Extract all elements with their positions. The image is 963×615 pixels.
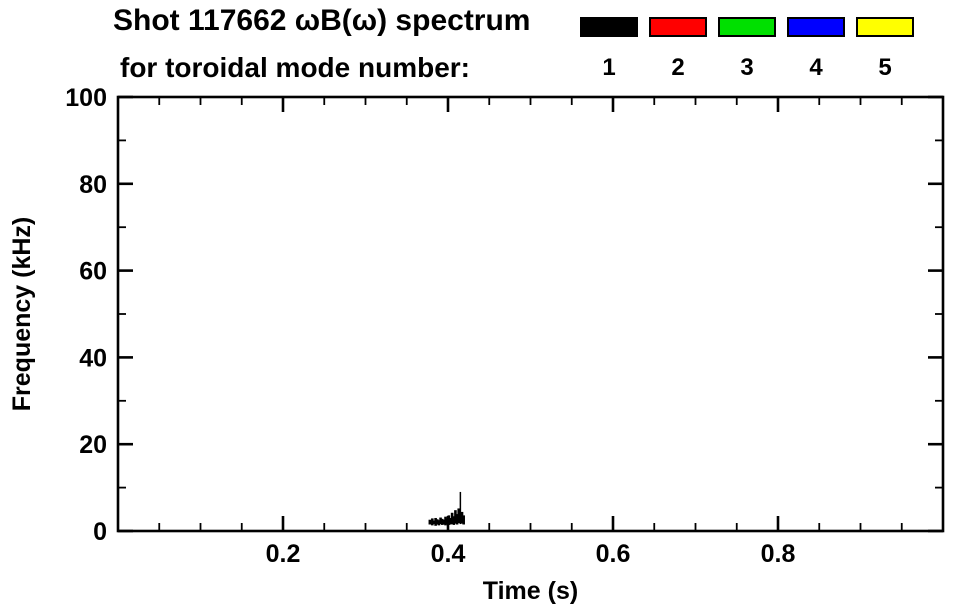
y-tick-label: 40 xyxy=(79,344,107,372)
y-tick-label: 100 xyxy=(65,84,107,112)
axis-frame xyxy=(116,95,945,533)
x-tick-label: 0.2 xyxy=(266,540,301,568)
legend-swatch xyxy=(787,17,845,37)
legend-label: 2 xyxy=(671,54,685,81)
legend-swatch xyxy=(649,17,707,37)
legend-label: 5 xyxy=(878,54,892,81)
x-tick-label: 0.6 xyxy=(596,540,631,568)
legend-swatch xyxy=(856,17,914,37)
x-tick-label: 0.8 xyxy=(761,540,796,568)
legend-label: 1 xyxy=(602,54,616,81)
y-tick-label: 60 xyxy=(79,258,107,286)
legend-swatch xyxy=(580,17,638,37)
figure-title: Shot 117662 ωB(ω) spectrum xyxy=(113,4,531,37)
figure-subtitle: for toroidal mode number: xyxy=(120,52,470,83)
x-tick-label: 0.4 xyxy=(431,540,466,568)
legend-label: 3 xyxy=(740,54,754,81)
legend-label: 4 xyxy=(809,54,823,81)
data-series xyxy=(428,491,465,526)
y-axis-title: Frequency (kHz) xyxy=(8,217,36,411)
y-tick-label: 20 xyxy=(79,431,107,459)
y-tick-label: 0 xyxy=(93,518,107,546)
legend-numbers: 1 2 3 4 5 xyxy=(580,54,914,82)
x-axis-title: Time (s) xyxy=(483,577,578,605)
legend-swatch xyxy=(718,17,776,37)
legend-swatches xyxy=(580,17,914,37)
y-tick-label: 80 xyxy=(79,171,107,199)
